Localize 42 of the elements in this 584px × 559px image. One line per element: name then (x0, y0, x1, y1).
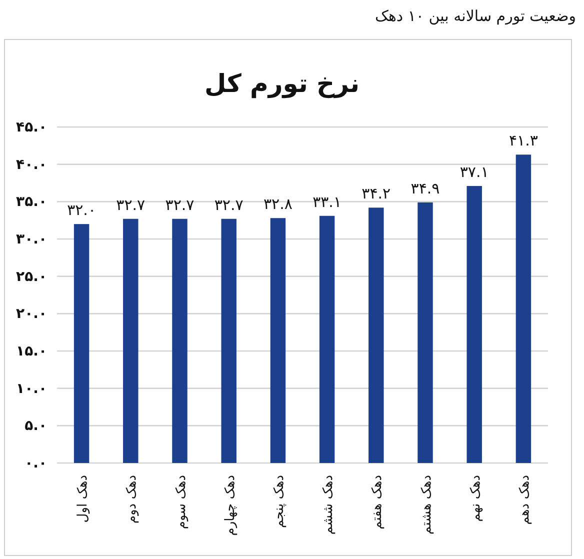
x-tick-label: دهک سوم (174, 474, 189, 530)
bar (270, 218, 286, 463)
x-tick-label: دهک اول (76, 474, 91, 523)
data-label: ۳۷.۱ (460, 162, 489, 181)
bar (123, 218, 138, 463)
y-tick-label: ۲۵.۰ (16, 268, 47, 285)
text: وضعیت تورم سالانه بین ۱۰ دهک (375, 7, 576, 25)
bar (74, 224, 90, 463)
y-tick-label: ۳۰.۰ (16, 231, 47, 248)
x-tick-label: دهک هشتم (419, 474, 434, 534)
x-tick-label: دهک نهم (468, 474, 484, 522)
chart-title: نرخ تورم کل (204, 69, 360, 99)
bar (466, 186, 482, 463)
y-tick-label: ۴۰.۰ (16, 156, 47, 173)
data-label: ۴۱.۳ (508, 132, 538, 150)
data-label: ۳۲.۸ (263, 195, 292, 214)
bar (319, 216, 335, 463)
y-tick-label: ۳۵.۰ (16, 194, 47, 210)
bar (368, 208, 384, 463)
y-tick-label: ۱۰.۰ (16, 380, 47, 397)
data-label: ۳۲.۰ (67, 201, 96, 220)
y-tick-label: ۴۵.۰ (16, 119, 47, 136)
y-tick-label: ۱۵.۰ (16, 343, 47, 360)
x-tick-label: دهک دوم (124, 474, 140, 524)
y-tick-label: ۲۰.۰ (16, 306, 47, 322)
y-tick-label: ۰.۰ (24, 455, 47, 472)
bar (221, 218, 236, 463)
x-tick-label: دهک چهارم (222, 474, 238, 536)
y-tick-label: ۵.۰ (24, 418, 47, 434)
bar (172, 218, 188, 463)
x-tick-label: دهک ششم (321, 474, 336, 535)
data-label: ۳۴.۲ (362, 184, 391, 203)
data-label: ۳۲.۷ (116, 196, 146, 214)
data-label: ۳۲.۷ (165, 196, 194, 214)
bar (418, 202, 433, 463)
data-label: ۳۴.۹ (410, 179, 440, 198)
x-tick-label: دهک پنجم (272, 474, 287, 528)
data-label: ۳۳.۱ (312, 192, 342, 211)
x-tick-label: دهک هفتم (370, 474, 386, 530)
x-tick-label: دهک دهم (517, 474, 532, 525)
bar (516, 154, 532, 463)
data-label: ۳۲.۷ (214, 196, 244, 214)
